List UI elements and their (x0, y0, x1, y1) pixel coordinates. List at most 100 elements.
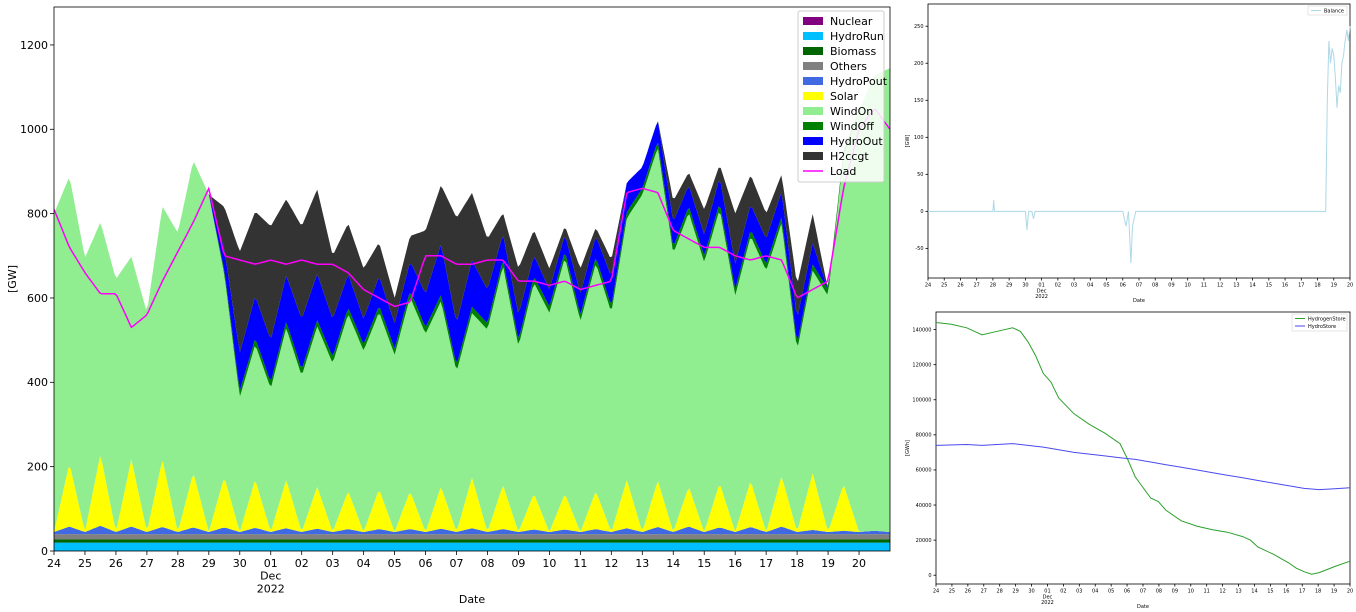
x-tick-label: 05 (388, 557, 402, 570)
x-tick-label: 17 (1299, 589, 1305, 595)
area-h2ccgt (54, 68, 890, 352)
x-tick-label: 16 (1283, 589, 1289, 595)
legend-swatch (803, 107, 823, 115)
x-tick-label: 27 (140, 557, 154, 570)
x-tick-label: 20 (1347, 283, 1353, 289)
x-tick-label: 03 (1071, 283, 1077, 289)
x-axis-label: Date (1133, 298, 1145, 304)
legend-swatch (803, 137, 823, 145)
x-tick-label: 08 (1156, 589, 1162, 595)
x-tick-label: 09 (511, 557, 525, 570)
stacked-generation-chart: 0 200 400 600 800 1000 1200 24 25 26 27 28 29 30 01Dec… (6, 6, 891, 606)
x-tick-label: 25 (941, 283, 947, 289)
x-tick-label: 18 (1314, 283, 1320, 289)
legend-label: HydroRun (830, 30, 884, 43)
y-axis-label: [GW] (6, 265, 19, 293)
y-tick-label: 0 (920, 209, 923, 215)
x-tick-label: 26 (965, 589, 971, 595)
x-tick-label: 06 (1124, 589, 1130, 595)
x-tick-label: 18 (1315, 589, 1321, 595)
legend-swatch (803, 47, 823, 55)
y-tick-label: 80000 (916, 433, 932, 439)
x-tick-label: 10 (542, 557, 556, 570)
y-tick-label: -50 (915, 246, 923, 252)
y-tick-label: 600 (27, 292, 48, 305)
x-tick-label: 19 (821, 557, 835, 570)
x-tick-label: 29 (202, 557, 216, 570)
legend-swatch (803, 122, 823, 130)
x-tick-label: 27 (974, 283, 980, 289)
area-others (54, 534, 890, 540)
legend-label: HydroOut (830, 135, 883, 148)
legend-swatch (803, 32, 823, 40)
x-tick-sublabel: 2022 (257, 582, 285, 595)
y-tick-label: 400 (27, 376, 48, 389)
x-tick-label: 13 (1235, 589, 1241, 595)
y-tick-label: 800 (27, 207, 48, 220)
x-tick-label: 04 (1087, 283, 1093, 289)
x-tick-label: 28 (990, 283, 996, 289)
x-tick-label: 01 (264, 557, 278, 570)
x-tick-label: 10 (1185, 283, 1191, 289)
x-tick-label: 07 (1136, 283, 1142, 289)
x-tick-label: 05 (1103, 283, 1109, 289)
balance-line (928, 26, 1351, 264)
x-tick-label: 20 (852, 557, 866, 570)
x-tick-label: 29 (1012, 589, 1018, 595)
legend-swatch (803, 62, 823, 70)
y-tick-label: 0 (41, 545, 48, 558)
x-tick-sublabel: Dec (1043, 594, 1053, 600)
area-biomass (54, 539, 890, 543)
line-hydrogenstore (935, 322, 1351, 575)
x-tick-label: 16 (728, 557, 742, 570)
x-tick-label: 07 (1140, 589, 1146, 595)
plot-frame (927, 3, 1351, 279)
x-tick-label: 02 (1055, 283, 1061, 289)
x-tick-label: 16 (1282, 283, 1288, 289)
x-tick-label: 14 (1249, 283, 1255, 289)
x-tick-label: 02 (1060, 589, 1066, 595)
x-tick-sublabel: 2022 (1041, 600, 1054, 606)
x-tick-label: 01 (1038, 283, 1044, 289)
area-solar (54, 456, 890, 532)
x-tick-label: 24 (933, 589, 939, 595)
y-tick-label: 140000 (912, 327, 931, 333)
legend-label: Solar (830, 90, 859, 103)
x-axis-label: Date (1137, 604, 1149, 610)
x-tick-label: 30 (1022, 283, 1028, 289)
y-tick-label: 50 (917, 172, 923, 178)
x-tick-label: 29 (1006, 283, 1012, 289)
legend-label: HydrogenStore (1308, 316, 1346, 322)
area-windon (54, 68, 890, 532)
y-axis-label: [GW] (905, 135, 911, 148)
plot-frame (935, 311, 1351, 585)
x-tick-label: 20 (1347, 589, 1353, 595)
x-tick-label: 15 (1267, 589, 1273, 595)
storage-chart: 0 20000 40000 60000 80000 100000 120000 140000 2… (905, 311, 1353, 610)
plot-frame (53, 6, 891, 552)
x-tick-label: 24 (925, 283, 931, 289)
x-tick-sublabel: Dec (1037, 288, 1047, 294)
legend-label: H2ccgt (830, 150, 869, 163)
y-tick-label: 250 (914, 24, 924, 30)
x-tick-label: 08 (1152, 283, 1158, 289)
x-tick-label: 14 (1251, 589, 1257, 595)
x-tick-label: 19 (1331, 283, 1337, 289)
x-tick-label: 12 (604, 557, 618, 570)
area-hydropout (54, 525, 890, 535)
y-tick-label: 200 (27, 461, 48, 474)
x-tick-label: 27 (981, 589, 987, 595)
x-tick-label: 12 (1217, 283, 1223, 289)
x-tick-label: 04 (357, 557, 371, 570)
legend-swatch (803, 92, 823, 100)
line-hydrostore (935, 443, 1351, 491)
y-tick-label: 1200 (20, 39, 48, 52)
legend-label: Balance (1324, 8, 1344, 14)
legend: Nuclear HydroRun Biomass Others HydroPout Sol… (797, 10, 888, 183)
x-tick-sublabel: Dec (260, 570, 281, 583)
legend: Balance (1307, 5, 1348, 16)
y-tick-label: 0 (928, 573, 931, 579)
x-tick-label: 28 (171, 557, 185, 570)
x-tick-label: 13 (635, 557, 649, 570)
